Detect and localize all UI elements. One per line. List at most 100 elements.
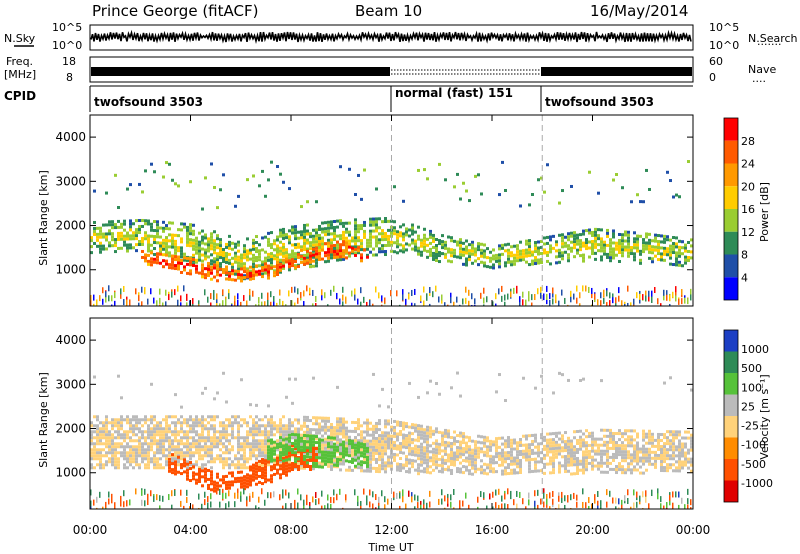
power-cell (354, 239, 357, 243)
velocity-cell (171, 445, 174, 449)
velocity-cell (450, 435, 453, 439)
power-cell (432, 291, 434, 298)
velocity-cell (396, 432, 399, 436)
velocity-cell (567, 378, 570, 382)
velocity-cell (114, 451, 117, 455)
velocity-cell (579, 462, 582, 466)
velocity-cell (300, 424, 303, 428)
velocity-cell (486, 448, 489, 452)
velocity-cell (303, 499, 305, 506)
velocity-cell (369, 460, 372, 464)
velocity-cell (270, 492, 272, 499)
power-cell (231, 262, 234, 266)
velocity-cell (264, 480, 267, 484)
power-cell (438, 239, 441, 243)
power-cell (228, 234, 231, 238)
power-cell (360, 259, 363, 263)
velocity-cell (261, 461, 264, 465)
power-cell (378, 241, 381, 245)
power-cell (342, 249, 345, 253)
velocity-cell (513, 456, 516, 460)
velocity-cell (336, 456, 339, 460)
velocity-cell (573, 457, 576, 461)
power-cell (342, 257, 345, 261)
velocity-cell (180, 439, 183, 443)
velocity-cell (498, 504, 500, 509)
power-cell (183, 285, 185, 292)
velocity-cell (342, 443, 345, 447)
power-cell (327, 244, 330, 248)
velocity-cell (498, 454, 501, 458)
velocity-cell (186, 496, 188, 503)
velocity-cell (582, 465, 585, 469)
velocity-cell (285, 443, 288, 447)
velocity-cell (201, 463, 204, 467)
velocity-cell (153, 457, 156, 461)
power-cell (555, 243, 558, 247)
power-cell (201, 229, 204, 233)
velocity-cell (219, 448, 222, 452)
velocity-cell (471, 454, 474, 458)
velocity-cell (630, 456, 633, 460)
power-cell (474, 304, 476, 306)
power-cell (234, 257, 237, 261)
power-cell (657, 298, 659, 305)
power-cell (570, 184, 573, 188)
velocity-cell (411, 438, 414, 442)
velocity-cell (288, 439, 291, 443)
power-cell (156, 232, 159, 236)
power-cell (336, 292, 338, 299)
power-cell (198, 249, 201, 253)
power-cell (192, 298, 194, 305)
power-cell (525, 254, 528, 258)
power-cell (318, 242, 321, 246)
power-cell (252, 262, 255, 266)
velocity-cell (420, 433, 423, 437)
power-cell (384, 250, 387, 254)
velocity-cell (528, 492, 530, 499)
velocity-cell (486, 454, 489, 458)
velocity-cell (246, 457, 249, 461)
velocity-cell (174, 393, 177, 397)
velocity-cell (315, 435, 318, 439)
power-cell (621, 236, 624, 240)
velocity-cell (93, 445, 96, 449)
power-cell (165, 236, 168, 240)
velocity-cell (597, 490, 599, 497)
velocity-cell (237, 421, 240, 425)
velocity-cell (345, 420, 348, 424)
velocity-cell (123, 418, 126, 422)
velocity-cell (627, 489, 629, 496)
velocity-cell (525, 446, 528, 450)
velocity-cell (432, 453, 435, 457)
power-cell (300, 205, 303, 209)
velocity-cell (588, 452, 591, 456)
power-cell (276, 247, 279, 251)
velocity-cell (150, 427, 153, 431)
velocity-cell (363, 461, 366, 465)
power-cell (189, 269, 192, 273)
power-cell (552, 287, 554, 294)
velocity-cell (510, 471, 513, 475)
power-cell (474, 253, 477, 257)
velocity-cell (105, 501, 107, 508)
power-cell (519, 204, 522, 208)
velocity-cell (183, 464, 186, 468)
velocity-cell (555, 440, 558, 444)
power-cell (405, 233, 408, 237)
velocity-cell (153, 427, 156, 431)
power-cell (204, 242, 207, 246)
velocity-cell (255, 467, 258, 471)
velocity-cell (594, 464, 597, 468)
velocity-cell (132, 445, 135, 449)
power-cell (144, 219, 147, 223)
power-cell (501, 246, 504, 250)
power-cell (360, 242, 363, 246)
velocity-cell (294, 433, 297, 437)
power-cell (204, 251, 207, 255)
power-cell (237, 243, 240, 247)
power-cell (624, 245, 627, 249)
power-cell (180, 222, 183, 226)
velocity-cell (396, 420, 399, 424)
velocity-cell (618, 429, 621, 433)
